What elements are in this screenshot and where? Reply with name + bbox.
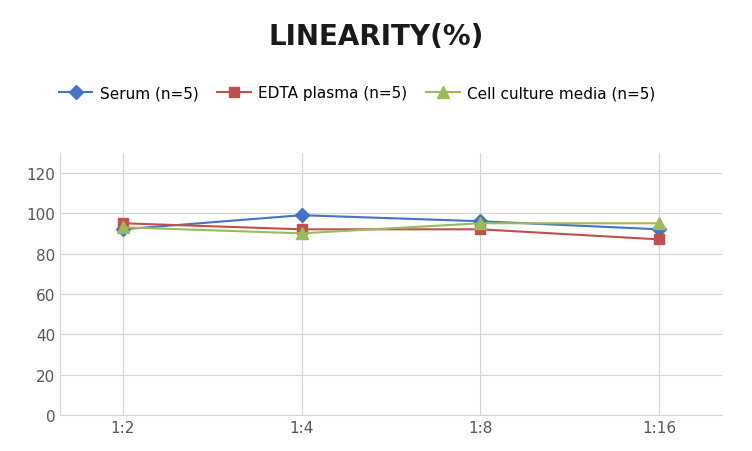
Line: EDTA plasma (n=5): EDTA plasma (n=5) — [118, 219, 664, 245]
Cell culture media (n=5) — [655, 221, 664, 226]
EDTA plasma (n=5) — [476, 227, 485, 233]
EDTA plasma (n=5) — [297, 227, 306, 233]
Text: LINEARITY(%): LINEARITY(%) — [268, 23, 484, 51]
Cell culture media (n=5) — [297, 231, 306, 236]
EDTA plasma (n=5) — [118, 221, 127, 226]
EDTA plasma (n=5) — [655, 237, 664, 243]
Cell culture media (n=5) — [476, 221, 485, 226]
Serum (n=5) — [655, 227, 664, 233]
Serum (n=5) — [118, 227, 127, 233]
Legend: Serum (n=5), EDTA plasma (n=5), Cell culture media (n=5): Serum (n=5), EDTA plasma (n=5), Cell cul… — [53, 80, 662, 107]
Line: Cell culture media (n=5): Cell culture media (n=5) — [117, 218, 665, 239]
Serum (n=5) — [297, 213, 306, 218]
Line: Serum (n=5): Serum (n=5) — [118, 211, 664, 235]
Cell culture media (n=5) — [118, 225, 127, 230]
Serum (n=5) — [476, 219, 485, 225]
